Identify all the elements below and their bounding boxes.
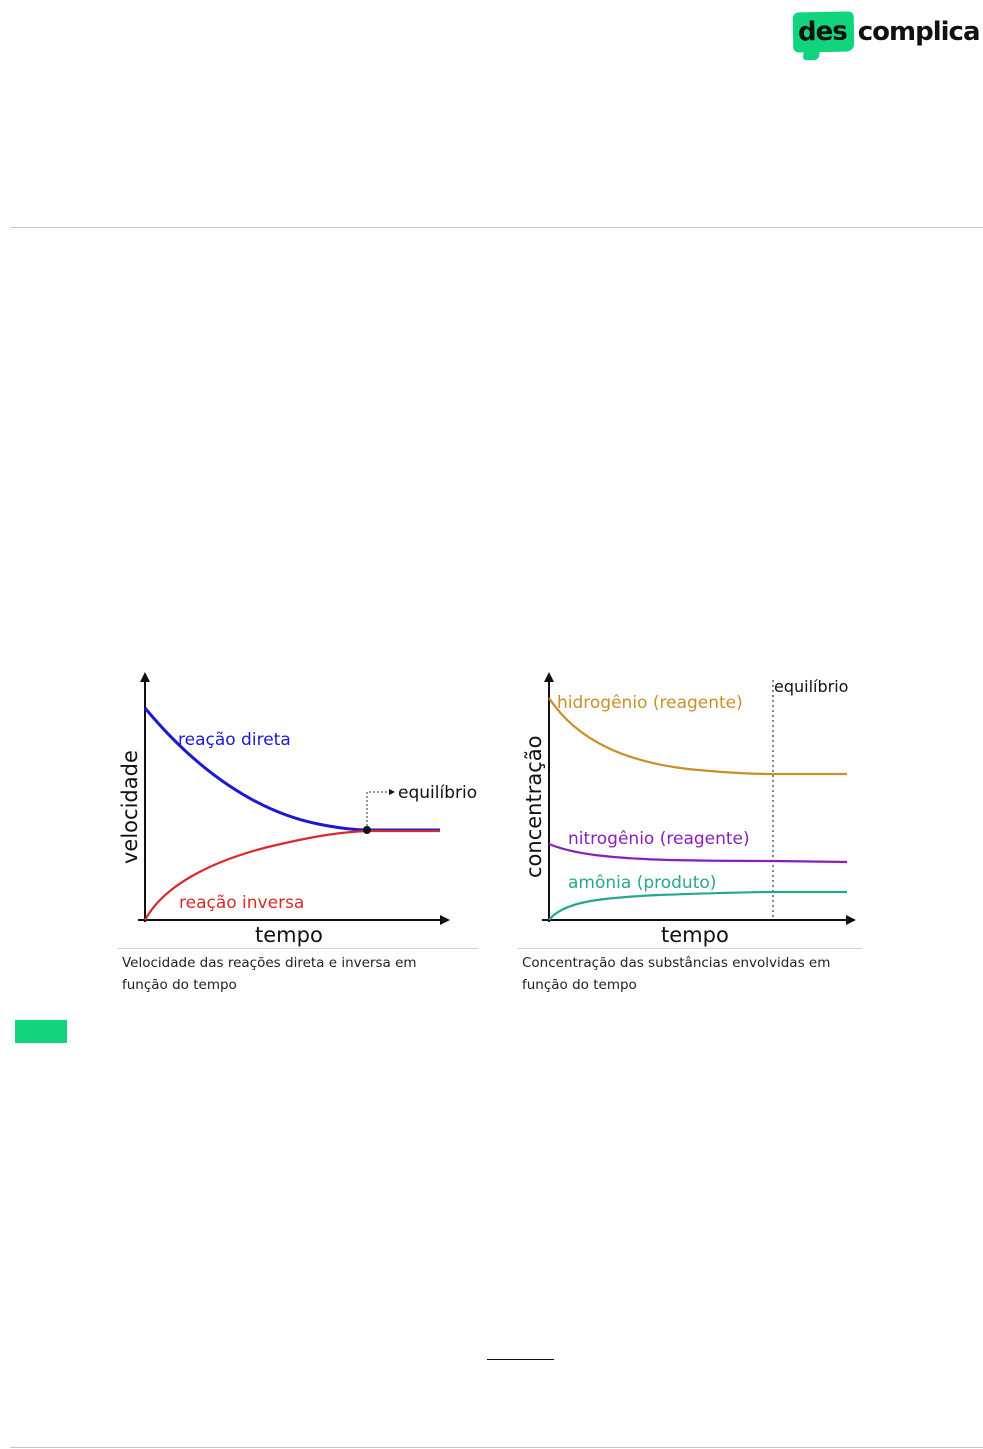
x-axis-label: tempo (255, 923, 323, 947)
series-label-hydrogen: hidrogênio (reagente) (557, 693, 743, 713)
velocity-figure: reação direta reação inversa equilíbrio … (118, 662, 478, 1002)
series-label-inverse: reação inversa (179, 893, 304, 913)
series-hydrogen-line (548, 697, 847, 776)
logo-text-complica: complica (857, 17, 981, 47)
figure-caption: Concentração das substâncias envolvidas … (522, 955, 831, 993)
equilibrium-point (363, 826, 371, 834)
answer-blank-line (487, 1359, 554, 1360)
annotation-equilibrium: equilíbrio (774, 677, 848, 696)
concentration-chart: hidrogênio (reagente) nitrogênio (reagen… (522, 672, 856, 947)
series-inverse-line (144, 829, 440, 921)
concentration-figure: hidrogênio (reagente) nitrogênio (reagen… (518, 662, 862, 1002)
y-axis-label: concentração (522, 736, 546, 878)
series-label-direct: reação direta (178, 730, 291, 750)
y-axis-label: velocidade (118, 750, 142, 864)
descomplica-logo: des complica (792, 8, 981, 56)
series-nitrogen-line (548, 842, 848, 864)
figure-caption: Velocidade das reações direta e inversa … (122, 955, 417, 993)
footer-divider (10, 1447, 983, 1448)
series-direct-line (143, 707, 440, 832)
velocity-chart: reação direta reação inversa equilíbrio … (118, 672, 477, 947)
series-ammonia-line (548, 890, 847, 921)
logo-badge: des (792, 11, 855, 53)
series-label-ammonia: amônia (produto) (568, 873, 716, 893)
caption-divider (118, 948, 478, 949)
annotation-equilibrium: equilíbrio (398, 783, 477, 803)
caption-divider (518, 948, 862, 949)
series-label-nitrogen: nitrogênio (reagente) (568, 829, 750, 849)
x-axis-label: tempo (661, 923, 729, 947)
highlight-marker (15, 1020, 67, 1043)
equilibrium-pointer (366, 789, 395, 826)
logo-text-des: des (797, 16, 847, 48)
header-divider (10, 227, 983, 228)
